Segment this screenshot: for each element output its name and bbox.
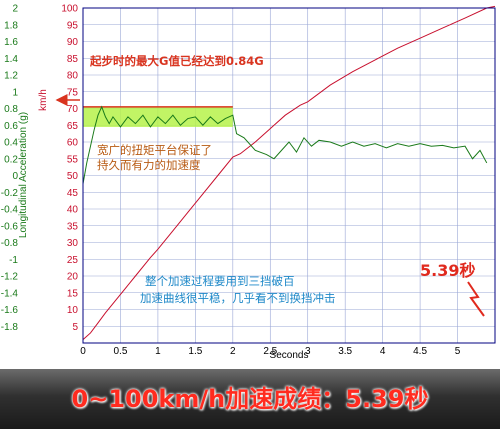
plot-border — [82, 7, 496, 344]
x-tick-label: 1.5 — [188, 346, 202, 357]
x-tick-label: 4 — [380, 346, 386, 357]
right-tick-label: 75 — [67, 87, 79, 98]
right-tick-label: 30 — [67, 238, 79, 249]
left-tick-label: 0.2 — [4, 154, 18, 165]
annotation-plateau-line2: 持久而有力的加速度 — [97, 158, 201, 172]
right-tick-label: 40 — [67, 205, 79, 216]
left-tick-label: -0.6 — [1, 221, 19, 232]
left-tick-label: -1.4 — [1, 288, 19, 299]
annotation-time: 5.39秒 — [420, 261, 475, 280]
left-tick-label: -1 — [9, 255, 18, 266]
lightning-bolt-icon — [467, 281, 485, 317]
x-tick-label: 0 — [80, 346, 86, 357]
right-tick-label: 35 — [67, 221, 79, 232]
result-banner: 0~100km/h加速成绩：5.39秒 — [0, 369, 500, 429]
annotation-summary-line1: 整个加速过程要用到三挡破百 — [145, 274, 295, 288]
acceleration-chart: 0 0.5 1 1.5 2 2.5 3 3.5 4 4.5 5 2 1.8 1.6 1.4 1.2 1 0.8 0… — [1, 4, 496, 361]
left-tick-label: -1.2 — [1, 272, 19, 283]
right-tick-label: 20 — [67, 272, 79, 283]
result-banner-text: 0~100km/h加速成绩：5.39秒 — [71, 385, 429, 413]
x-tick-label: 2.5 — [263, 346, 277, 357]
annotation-summary-line2: 加速曲线很平稳，几乎看不到换挡冲击 — [140, 291, 336, 305]
x-axis-label: Seconds — [270, 350, 309, 361]
left-axis-label: Longitudinal Acceleration (g) — [18, 112, 29, 238]
grid — [82, 7, 495, 343]
left-tick-label: 1.4 — [4, 54, 18, 65]
annotation-plateau-line1: 宽广的扭矩平台保证了 — [97, 143, 212, 157]
x-tick-label: 3 — [305, 346, 311, 357]
right-tick-label: 15 — [67, 288, 79, 299]
right-tick-label: 25 — [67, 255, 79, 266]
right-tick-label: 95 — [67, 20, 79, 31]
right-tick-label: 100 — [61, 4, 78, 15]
right-tick-label: 5 — [72, 322, 78, 333]
left-tick-label: -1.6 — [1, 305, 19, 316]
x-tick-label: 0.5 — [114, 346, 128, 357]
right-tick-label: 45 — [67, 188, 79, 199]
left-tick-label: 0.6 — [4, 121, 18, 132]
left-tick-label: -0.4 — [1, 205, 19, 216]
right-tick-label: 55 — [67, 154, 79, 165]
left-tick-label: 0 — [12, 171, 18, 182]
left-tick-label: 0.8 — [4, 104, 18, 115]
right-tick-label: 90 — [67, 37, 79, 48]
x-tick-label: 5 — [455, 346, 461, 357]
speed-curve — [82, 5, 496, 341]
left-tick-label: 1.8 — [4, 20, 18, 31]
left-tick-label: -0.2 — [1, 188, 19, 199]
right-tick-label: 85 — [67, 54, 79, 65]
x-tick-label: 1 — [155, 346, 161, 357]
left-tick-label: 1.6 — [4, 37, 18, 48]
left-tick-label: 1 — [12, 87, 18, 98]
acceleration-curve — [82, 105, 488, 184]
right-tick-label: 60 — [67, 138, 79, 149]
left-tick-label: 1.2 — [4, 71, 18, 82]
left-tick-label: 2 — [12, 4, 18, 15]
left-tick-label: 0.4 — [4, 138, 18, 149]
right-tick-labels: 100 95 90 85 80 75 70 65 60 55 50 45 40 35 30 25 20 15 10 5 — [61, 4, 78, 333]
right-tick-label: 80 — [67, 71, 79, 82]
x-tick-labels: 0 0.5 1 1.5 2 2.5 3 3.5 4 4.5 5 — [80, 346, 461, 357]
x-tick-label: 2 — [230, 346, 236, 357]
left-tick-label: -1.8 — [1, 322, 19, 333]
left-tick-labels: 2 1.8 1.6 1.4 1.2 1 0.8 0.6 0.4 0.2 0 -0.2 -0.4 -0.6 -… — [1, 4, 19, 333]
right-tick-label: 65 — [67, 121, 79, 132]
right-tick-label: 10 — [67, 305, 79, 316]
x-tick-label: 3.5 — [338, 346, 352, 357]
x-tick-label: 4.5 — [413, 346, 427, 357]
right-tick-label: 70 — [67, 104, 79, 115]
right-axis-label: km/h — [38, 89, 49, 111]
right-tick-label: 50 — [67, 171, 79, 182]
annotation-peak-g: 起步时的最大G值已经达到0.84G — [89, 54, 264, 68]
left-tick-label: -0.8 — [1, 238, 19, 249]
